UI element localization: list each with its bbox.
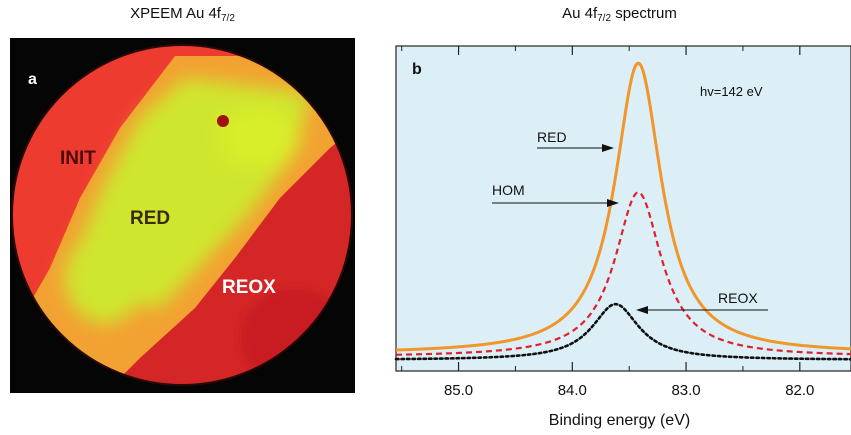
axis-ticks: 85.0 84.0 83.0 82.0 — [401, 46, 814, 399]
panel-a-label: a — [28, 71, 37, 88]
annotation-reox: REOX — [636, 290, 768, 314]
annotation-hom: HOM — [492, 182, 619, 207]
arrow-red — [602, 144, 614, 152]
series-label-reox: REOX — [718, 290, 758, 306]
panel-b-label: b — [412, 61, 422, 78]
x-tick-label: 82.0 — [785, 382, 814, 399]
panel-a-title: XPEEM Au 4f7/2 — [130, 5, 235, 24]
arrow-hom — [607, 199, 619, 207]
region-label-init: INIT — [60, 148, 96, 169]
arrow-reox — [636, 306, 648, 314]
spectrum-chart: 85.0 84.0 83.0 82.0 b hv=142 eV RED HOM REO… — [394, 45, 851, 399]
region-label-reox: REOX — [222, 277, 276, 298]
xpeem-image: a INIT RED REOX — [10, 38, 355, 393]
chart-title: Au 4f7/2 spectrum — [562, 5, 677, 24]
series-label-red: RED — [537, 129, 567, 145]
plot-area — [395, 45, 851, 372]
series-line-red — [395, 61, 851, 352]
series-label-hom: HOM — [492, 182, 525, 198]
series-line-hom — [395, 191, 851, 356]
series-line-reox — [394, 302, 851, 361]
x-tick-label: 85.0 — [444, 382, 473, 399]
x-tick-label: 84.0 — [558, 382, 587, 399]
defect-spot — [217, 115, 229, 127]
photon-energy-annotation: hv=142 eV — [700, 84, 763, 99]
region-label-red: RED — [130, 208, 170, 229]
spectrum-curves — [394, 61, 851, 361]
x-tick-label: 83.0 — [671, 382, 700, 399]
annotation-red: RED — [537, 129, 614, 152]
x-axis-label: Binding energy (eV) — [548, 412, 691, 429]
